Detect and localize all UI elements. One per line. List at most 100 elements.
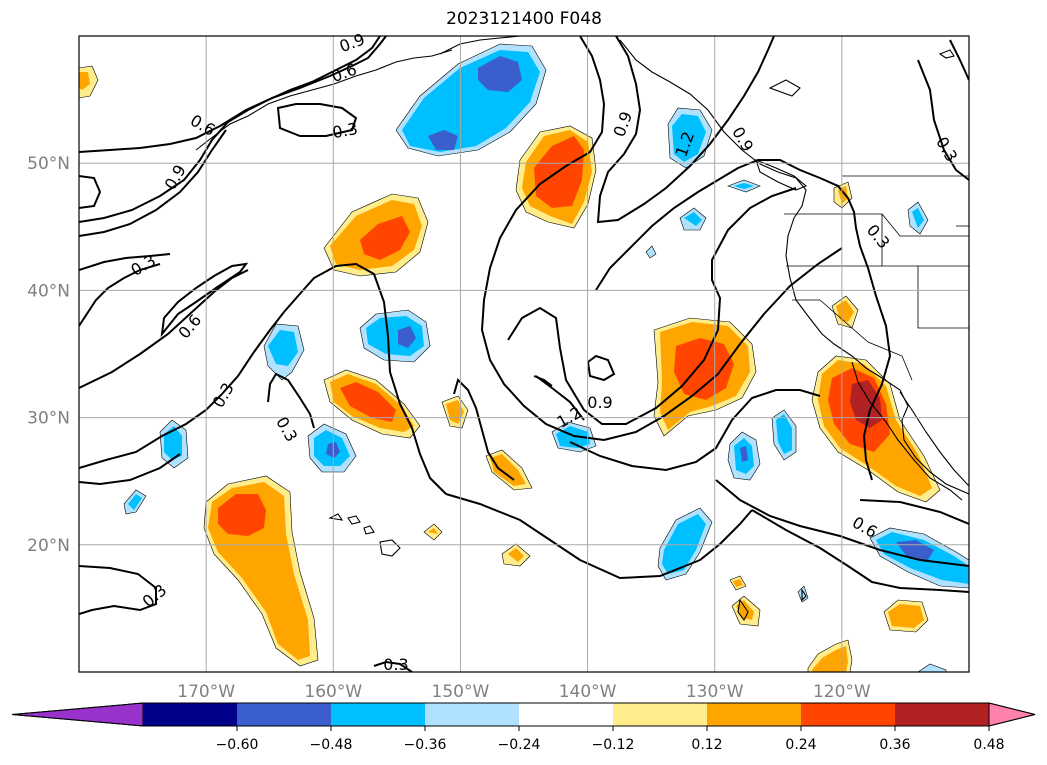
contour-line xyxy=(79,175,102,209)
colorbar-tick-label: 0.24 xyxy=(785,737,816,753)
anomaly-blob-cool-2 xyxy=(307,423,357,473)
islands-6 xyxy=(363,525,375,535)
anomaly-fill-region xyxy=(79,72,90,90)
alaska-peninsula xyxy=(439,36,521,55)
colorbar-outline xyxy=(11,702,1036,727)
anomaly-fill-region xyxy=(776,414,792,454)
contour-line xyxy=(569,389,821,472)
anomaly-fill-region xyxy=(888,604,924,628)
us-west-coast xyxy=(785,217,969,495)
colorbar-segment xyxy=(425,703,520,726)
contour-line xyxy=(79,129,227,237)
colorbar-tick-label: −0.48 xyxy=(310,737,353,753)
aleutian-chain xyxy=(195,49,453,151)
lon-tick-label: 140°W xyxy=(559,682,617,702)
anomaly-fill-region xyxy=(662,514,706,574)
anomaly-blob-hawaii-west xyxy=(203,475,319,667)
contour-line xyxy=(453,378,515,481)
anomaly-fill-region xyxy=(733,579,743,587)
contour-line xyxy=(596,36,775,224)
contour-line xyxy=(535,375,585,421)
contour-line xyxy=(586,354,616,382)
anomaly-blob-west-edge xyxy=(79,65,99,99)
anomaly-fill-region xyxy=(268,330,298,366)
coastline-layer xyxy=(195,36,969,622)
lat-tick-label: 50°N xyxy=(27,154,70,174)
contour-line xyxy=(79,253,171,271)
contour-line xyxy=(445,493,753,580)
anomaly-fill-region xyxy=(128,494,142,510)
anomaly-blob-cool-6 xyxy=(657,507,713,581)
map-title: 2023121400 F048 xyxy=(446,9,602,29)
colorbar-tick-label: −0.24 xyxy=(498,737,541,753)
anomaly-blob-baja xyxy=(811,355,941,503)
colorbar-segment xyxy=(519,703,614,726)
islands-8 xyxy=(801,588,807,602)
contour-line xyxy=(79,453,181,486)
colorbar: −0.60 −0.48 −0.36 −0.24 −0.12 0.12 0.24 0.36 0.4… xyxy=(11,702,1036,753)
gridlines xyxy=(79,36,969,672)
contour-line xyxy=(949,39,969,81)
contour-line xyxy=(79,565,157,615)
contour-line xyxy=(595,159,892,481)
anomaly-fill-region xyxy=(218,494,266,536)
lon-tick-label: 130°W xyxy=(686,682,744,702)
anomaly-fill-region xyxy=(740,446,748,462)
contour-line xyxy=(480,36,843,442)
contour-label: 0.3 xyxy=(331,119,359,142)
contour-line xyxy=(267,372,315,429)
contour-line xyxy=(507,187,797,425)
anomaly-fill-region xyxy=(836,300,854,322)
contour-line xyxy=(715,479,969,567)
anomaly-blob-small-3 xyxy=(501,543,531,567)
colorbar-tick-label: 0.48 xyxy=(973,737,1004,753)
anomaly-fill-region xyxy=(684,212,702,226)
contour-label: 0.9 xyxy=(587,393,612,412)
vancouver-island xyxy=(755,159,808,191)
colorbar-tick-label: 0.12 xyxy=(691,737,722,753)
islands-5 xyxy=(328,513,344,521)
contour-line xyxy=(79,262,447,495)
lon-tick-label: 120°W xyxy=(813,682,871,702)
contour-line xyxy=(276,103,358,137)
anomaly-fill-region xyxy=(360,216,410,260)
contour-line xyxy=(533,375,553,387)
colorbar-tick-label: −0.36 xyxy=(404,737,447,753)
contour-line xyxy=(859,499,969,525)
colorbar-tick-label: −0.12 xyxy=(592,737,635,753)
anomaly-fill-region xyxy=(912,208,924,228)
lon-tick-label: 170°W xyxy=(177,682,235,702)
gulf-of-california xyxy=(899,391,969,487)
anomaly-fill-region xyxy=(508,548,524,562)
anomaly-fill-region xyxy=(917,663,947,672)
islands-4 xyxy=(347,515,361,525)
anomaly-fill-region xyxy=(645,245,657,259)
contour-lines xyxy=(79,36,969,672)
colorbar-segment xyxy=(143,703,238,726)
anomaly-fill-region xyxy=(428,528,438,534)
anomaly-fill-region xyxy=(478,56,522,92)
colorbar-segment xyxy=(801,703,896,726)
contour-line xyxy=(79,36,381,223)
anomaly-fill-region xyxy=(672,114,706,162)
anomaly-fill-region xyxy=(164,426,182,460)
anomaly-blob-cool-5 xyxy=(771,409,797,461)
anomaly-blob-cool-small xyxy=(123,179,947,672)
lon-tick-label: 160°W xyxy=(304,682,362,702)
contour-label: 0.3 xyxy=(383,655,408,674)
canada-coast xyxy=(619,39,807,219)
anomaly-fill-region xyxy=(734,183,754,189)
anomaly-blob-west-cool xyxy=(263,323,305,381)
anomaly-fill-region xyxy=(490,454,526,486)
axis-tick-labels: 170°W 160°W 150°W 140°W 130°W 120°W 20°N 30°N 40… xyxy=(27,154,871,702)
anomaly-fill-region xyxy=(674,338,734,400)
colorbar-segment xyxy=(613,703,708,726)
contour-line xyxy=(917,59,969,181)
anomaly-fill-region xyxy=(850,380,882,428)
anomaly-blob-small-4 xyxy=(423,523,443,541)
colorbar-segment xyxy=(895,703,990,726)
islands-2 xyxy=(938,49,955,59)
map-frame xyxy=(78,35,970,673)
anomaly-fill-region xyxy=(340,382,396,422)
